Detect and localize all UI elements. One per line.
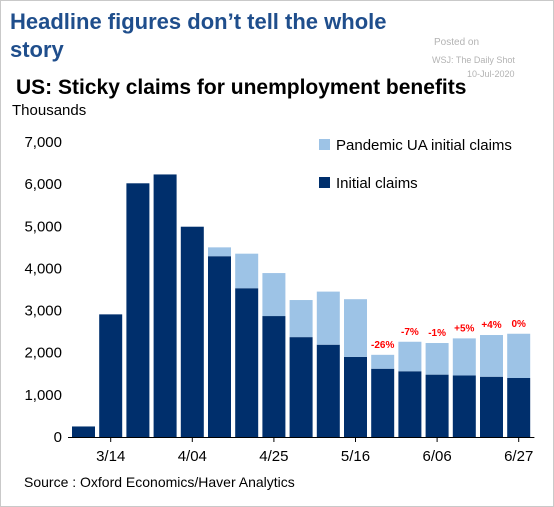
bar-pandemic-ua-claims: [289, 300, 313, 338]
source-note: Source : Oxford Economics/Haver Analytic…: [24, 474, 295, 490]
bar-initial-claims: [289, 337, 313, 437]
legend-label-initial: Initial claims: [336, 175, 418, 192]
bar-initial-claims: [425, 374, 449, 437]
x-tick-label: 4/25: [259, 448, 288, 465]
legend-swatch-pandemic: [319, 139, 330, 150]
y-tick-label: 6,000: [24, 176, 62, 193]
bar-initial-claims: [99, 314, 123, 437]
x-tick-label: 3/14: [96, 448, 125, 465]
bar-pandemic-ua-claims: [507, 333, 531, 378]
pct-change-label: +5%: [454, 323, 474, 334]
legend-swatch-initial: [319, 177, 330, 188]
bar-pandemic-ua-claims: [398, 341, 422, 372]
bars: [72, 174, 531, 437]
y-tick-label: 0: [54, 429, 62, 446]
x-tick-label: 6/06: [422, 448, 451, 465]
bar-initial-claims: [507, 378, 531, 437]
bar-initial-claims: [126, 183, 150, 437]
bar-initial-claims: [371, 368, 395, 437]
bar-initial-claims: [262, 316, 286, 437]
pct-annotations: -26% -7% -1% +5% +4% 0%: [371, 319, 526, 351]
watermark-source: WSJ: The Daily Shot: [432, 55, 515, 65]
bar-pandemic-ua-claims: [235, 253, 259, 289]
bar-initial-claims: [72, 426, 95, 437]
legend: Pandemic UA initial claims Initial claims: [319, 137, 512, 192]
pct-change-label: -26%: [371, 340, 394, 351]
bar-initial-claims: [180, 226, 204, 437]
bar-initial-claims: [316, 344, 340, 437]
y-tick-label: 5,000: [24, 218, 62, 235]
x-tick-label: 6/27: [504, 448, 533, 465]
bar-initial-claims: [344, 356, 367, 437]
chart-title: US: Sticky claims for unemployment benef…: [16, 76, 467, 99]
legend-label-pandemic: Pandemic UA initial claims: [336, 137, 512, 154]
y-tick-label: 2,000: [24, 345, 62, 362]
bar-initial-claims: [452, 375, 476, 437]
watermark-date: 10-Jul-2020: [467, 69, 515, 79]
watermark-posted-on: Posted on: [434, 37, 480, 48]
x-tick-label: 5/16: [341, 448, 370, 465]
bar-pandemic-ua-claims: [208, 247, 231, 257]
pct-change-label: -7%: [401, 327, 419, 338]
bar-initial-claims: [235, 288, 259, 437]
bar-pandemic-ua-claims: [371, 354, 395, 369]
bar-initial-claims: [153, 174, 177, 437]
y-tick-label: 1,000: [24, 387, 62, 404]
bar-pandemic-ua-claims: [425, 343, 449, 375]
pct-change-label: 0%: [511, 319, 526, 330]
y-axis-label: Thousands: [12, 102, 87, 119]
x-tick-label: 4/04: [178, 448, 207, 465]
bar-pandemic-ua-claims: [316, 291, 340, 345]
y-axis-ticks: 0 1,000 2,000 3,000 4,000 5,000 6,000 7,000: [24, 134, 62, 446]
pct-change-label: +4%: [481, 320, 501, 331]
y-tick-label: 3,000: [24, 303, 62, 320]
y-tick-label: 7,000: [24, 134, 62, 151]
y-tick-label: 4,000: [24, 260, 62, 277]
bar-initial-claims: [480, 376, 503, 437]
bar-initial-claims: [208, 256, 231, 437]
bar-initial-claims: [398, 371, 422, 437]
bar-pandemic-ua-claims: [262, 273, 286, 317]
bar-pandemic-ua-claims: [452, 338, 476, 376]
bar-pandemic-ua-claims: [480, 335, 503, 377]
x-axis-ticks: 3/14 4/04 4/25 5/16 6/06 6/27: [96, 437, 533, 465]
pct-change-label: -1%: [428, 328, 446, 339]
bar-pandemic-ua-claims: [344, 299, 367, 357]
headline: Headline figures don’t tell the whole st…: [10, 9, 387, 62]
